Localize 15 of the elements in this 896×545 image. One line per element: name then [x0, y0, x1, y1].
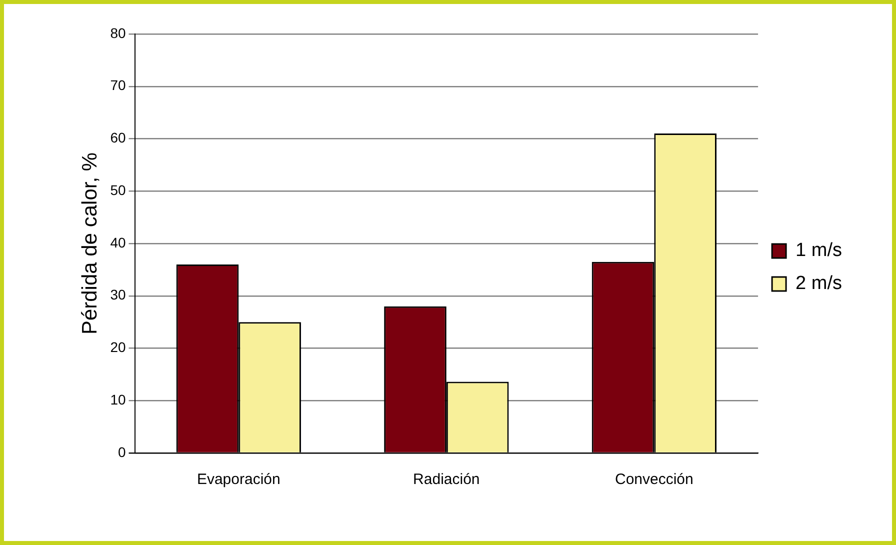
y-tick-label: 0: [118, 444, 126, 460]
y-tick-label: 60: [110, 130, 126, 146]
legend-label: 2 m/s: [796, 273, 842, 294]
y-tick-label: 20: [110, 339, 126, 356]
y-tick-label: 70: [110, 77, 126, 94]
y-tick-label: 10: [110, 391, 126, 408]
y-tick-label: 80: [110, 24, 126, 41]
x-tick-label: Evaporación: [196, 471, 280, 488]
y-axis-title: Pérdida de calor, %: [78, 152, 102, 335]
y-tick-label: 40: [110, 234, 126, 250]
y-tick-label: 50: [110, 182, 126, 198]
y-tick-label: 30: [110, 286, 126, 303]
x-tick-label: Radiación: [413, 471, 480, 488]
legend-label: 1 m/s: [796, 240, 842, 262]
x-tick-label: Convección: [614, 471, 694, 488]
